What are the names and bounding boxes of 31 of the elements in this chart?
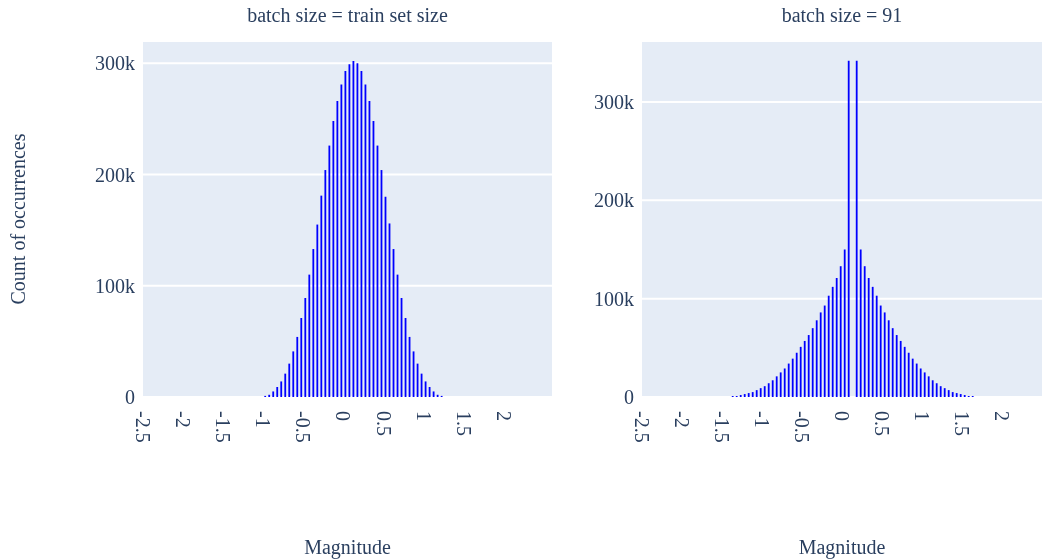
x-axis-title: Magnitude: [304, 536, 391, 559]
x-tick-label: -2: [172, 411, 195, 428]
chart-title: batch size = train set size: [246, 4, 449, 27]
x-tick-label: 2: [991, 411, 1013, 421]
y-tick-label: 200k: [594, 189, 634, 212]
y-tick-label: 300k: [594, 91, 634, 114]
x-tick-label: -2: [671, 411, 693, 428]
x-tick-label: -1.5: [711, 411, 733, 443]
x-tick-label: -1: [751, 411, 773, 428]
x-tick-label: 1.5: [452, 411, 475, 436]
x-tick-label: 1: [412, 411, 435, 421]
x-tick-label: -2.5: [132, 411, 154, 443]
x-tick-label: -1.5: [212, 411, 235, 443]
y-tick-label: 100k: [594, 287, 634, 310]
x-tick-label: -0.5: [292, 411, 315, 443]
x-axis-title: Magnitude: [798, 536, 886, 559]
x-tick-label: 2: [492, 411, 515, 421]
x-tick-label: -1: [252, 411, 275, 428]
x-tick-label: 0: [831, 411, 853, 421]
chart-title: batch size = 91: [780, 4, 904, 27]
x-tick-label: 1.5: [951, 411, 973, 436]
x-tick-label: -0.5: [791, 411, 813, 443]
y-tick-label: 200k: [95, 163, 135, 186]
y-tick-label: 300k: [95, 52, 135, 75]
x-tick-label: 0.5: [871, 411, 893, 436]
x-tick-label: 0: [332, 411, 355, 421]
x-tick-label: 0.5: [372, 411, 395, 436]
y-tick-label: 100k: [95, 274, 135, 297]
x-tick-label: 1: [911, 411, 933, 421]
x-tick-label: -2.5: [631, 411, 653, 443]
y-axis-title: Count of occurrences: [7, 133, 30, 305]
